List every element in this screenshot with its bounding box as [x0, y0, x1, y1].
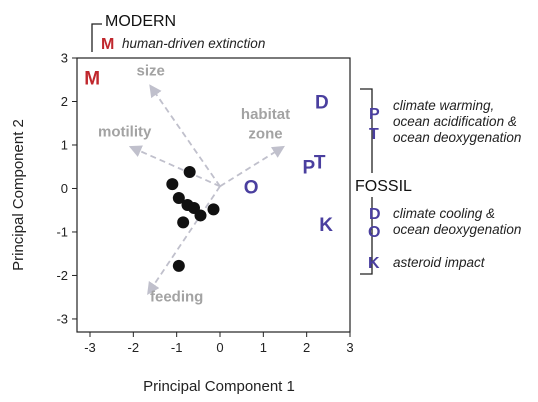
x-tick-label: -3 — [84, 340, 96, 355]
axis-ticks: -3 -2 -1 0 1 2 3 -3 -2 -1 0 1 2 3 — [56, 51, 353, 356]
y-tick-label: 1 — [61, 137, 68, 152]
loading-arrow-habitat — [219, 145, 285, 188]
modern-note: human-driven extinction — [122, 36, 265, 51]
x-tick-label: 2 — [303, 340, 310, 355]
fossil-letter-t: T — [369, 126, 379, 143]
fossil-letter-p: P — [369, 106, 380, 123]
data-point — [166, 178, 179, 191]
data-point — [183, 165, 196, 178]
fossil-bracket-lower — [360, 197, 373, 275]
data-point — [172, 192, 185, 205]
fossil-bracket-upper — [360, 88, 373, 173]
fossil-letter-k: K — [368, 255, 380, 272]
x-axis-label: Principal Component 1 — [143, 378, 295, 395]
y-tick-label: -2 — [56, 268, 68, 283]
note-asteroid: asteroid impact — [393, 255, 486, 270]
loading-arrow-size — [149, 84, 221, 187]
data-points — [166, 165, 220, 272]
loading-vectors: size motility habitat zone feeding — [98, 62, 290, 305]
fossil-header: FOSSIL — [355, 178, 412, 195]
modern-letter: M — [101, 36, 114, 53]
note-warming-1: climate warming, — [393, 98, 494, 113]
fossil-letter-o: O — [368, 224, 380, 241]
y-tick-label: 0 — [61, 181, 68, 196]
event-marker-d: D — [315, 92, 329, 113]
event-marker-o: O — [244, 177, 259, 198]
plot-frame — [76, 57, 351, 333]
y-tick-label: -1 — [56, 224, 68, 239]
x-tick-label: -2 — [128, 340, 140, 355]
event-marker-t: T — [314, 153, 326, 174]
loading-label-motility: motility — [98, 123, 152, 140]
loading-arrow-motility — [128, 145, 221, 188]
data-point — [207, 203, 220, 216]
modern-bracket — [91, 23, 102, 52]
y-tick-label: 3 — [61, 51, 68, 66]
modern-header: MODERN — [105, 13, 176, 30]
data-point — [177, 216, 190, 229]
y-tick-label: 2 — [61, 94, 68, 109]
event-marker-k: K — [319, 215, 333, 236]
x-tick-label: 3 — [346, 340, 353, 355]
note-cooling-1: climate cooling & — [393, 206, 495, 221]
data-point — [194, 209, 207, 222]
x-tick-label: -1 — [171, 340, 183, 355]
y-axis-label: Principal Component 2 — [10, 119, 27, 271]
fossil-letter-d: D — [369, 206, 381, 223]
x-tick-label: 1 — [260, 340, 267, 355]
note-warming-3: ocean deoxygenation — [393, 130, 521, 145]
loading-label-size: size — [136, 62, 164, 79]
note-warming-2: ocean acidification & — [393, 114, 517, 129]
loading-label-feeding: feeding — [150, 289, 203, 306]
note-cooling-2: ocean deoxygenation — [393, 222, 521, 237]
y-tick-label: -3 — [56, 311, 68, 326]
loading-arrow-feeding — [147, 185, 221, 295]
data-point — [172, 259, 185, 272]
event-marker-p: P — [302, 158, 315, 179]
event-markers: M D PT O K — [84, 69, 333, 237]
event-marker-m: M — [84, 69, 100, 90]
loading-label-habitat: habitat — [241, 106, 290, 123]
loading-label-zone: zone — [248, 125, 282, 142]
x-tick-label: 0 — [216, 340, 223, 355]
